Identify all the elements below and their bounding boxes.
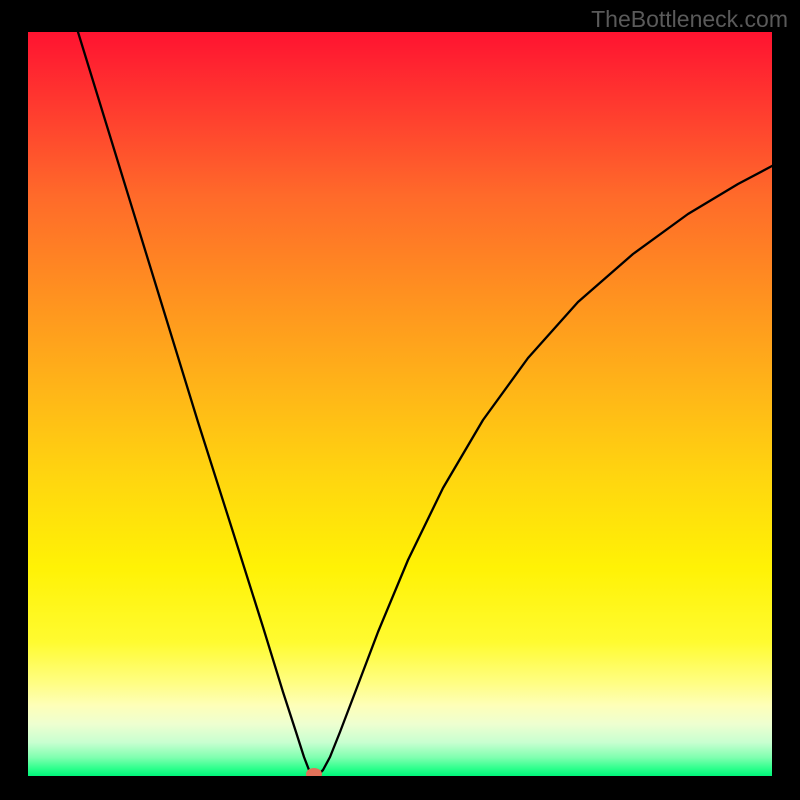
watermark-text: TheBottleneck.com [591,6,788,33]
bottleneck-curve [28,32,772,776]
plot-area [28,32,772,776]
curve-path [78,32,772,776]
optimum-marker [306,768,322,776]
